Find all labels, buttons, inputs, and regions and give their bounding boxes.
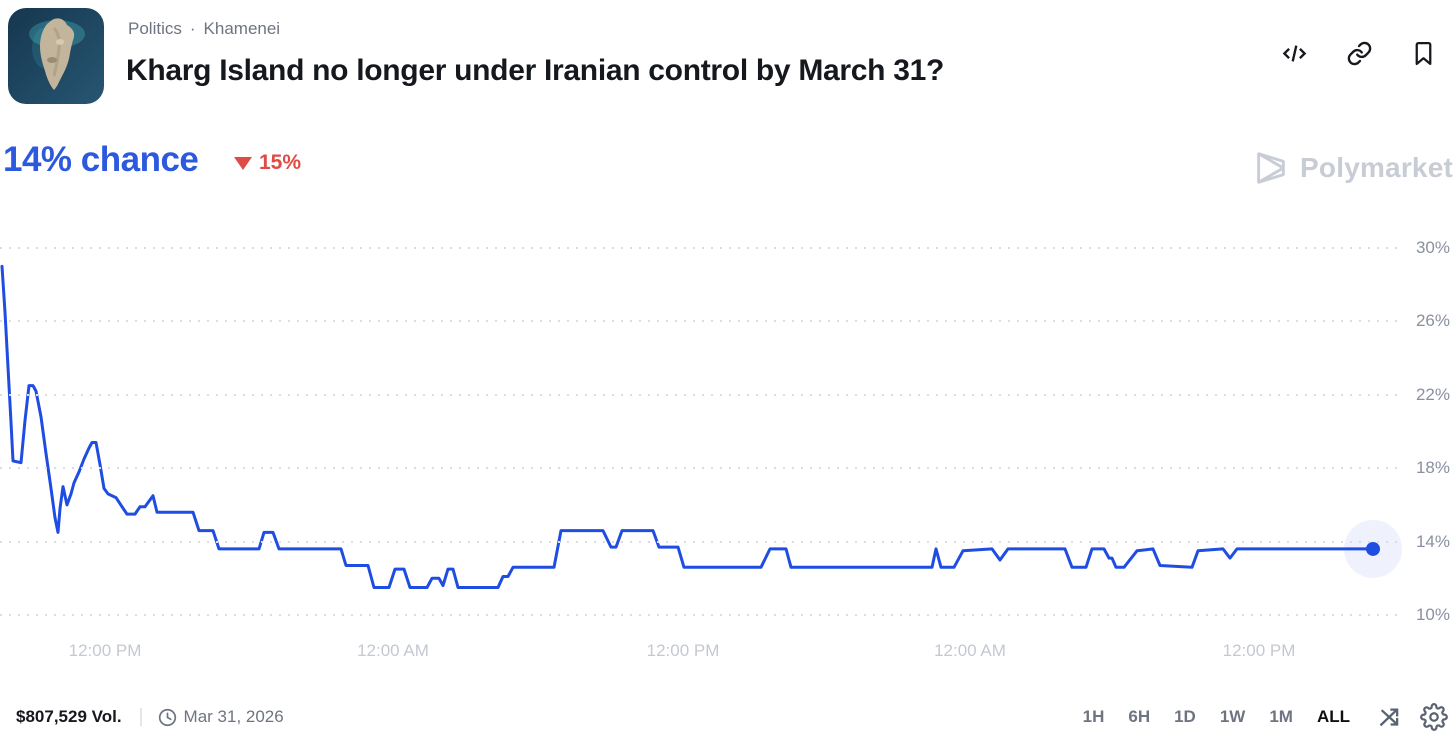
chart-controls: 1H 6H 1D 1W 1M ALL [1083,700,1448,734]
expand-chart-button[interactable] [1376,704,1403,731]
polymarket-watermark: Polymarket [1252,149,1453,187]
settings-button[interactable] [1420,703,1448,731]
y-axis-label: 18% [1415,458,1450,478]
x-axis-label: 12:00 PM [68,641,142,660]
x-axis-label: 12:00 PM [646,641,720,660]
y-axis-label: 30% [1415,238,1450,257]
copy-link-icon [1347,41,1372,66]
y-axis-label: 22% [1415,384,1450,404]
bookmark-button[interactable] [1411,40,1436,67]
gridline [0,540,1397,543]
polymarket-wordmark: Polymarket [1300,152,1453,183]
gridline [0,393,1397,396]
copy-link-button[interactable] [1346,40,1373,67]
polymarket-logo-icon [1257,152,1285,184]
divider [139,708,142,726]
bookmark-icon [1415,41,1432,66]
timeframe-selector: 1H 6H 1D 1W 1M ALL [1083,707,1350,727]
price-line [0,264,1375,589]
gridline [0,320,1397,323]
breadcrumb-tag[interactable]: Khamenei [203,19,281,38]
x-axis-label: 12:00 AM [357,641,429,660]
timeframe-1w[interactable]: 1W [1219,707,1246,726]
breadcrumb: Politics · Khamenei [128,19,280,39]
island-satellite-image [8,8,104,104]
breadcrumb-separator: · [189,19,196,38]
gridline [0,247,1397,249]
latest-point-dot [1366,541,1380,556]
gridline [0,467,1397,470]
clock-icon [158,708,176,726]
settings-gear-icon [1420,703,1448,731]
chart-tools [1376,703,1448,731]
price-change: 15% [234,151,301,175]
market-thumbnail-kharg-island [8,8,104,104]
volume-value: $807,529 Vol. [16,707,122,726]
header-actions [1281,40,1436,67]
breadcrumb-category[interactable]: Politics [128,19,182,38]
timeframe-1h[interactable]: 1H [1082,707,1105,726]
y-axis-label: 26% [1415,311,1450,331]
expand-arrows-icon [1379,708,1399,726]
end-date: Mar 31, 2026 [183,707,284,726]
timeframe-1d[interactable]: 1D [1174,707,1196,726]
y-axis-label: 10% [1415,605,1450,624]
timeframe-all[interactable]: ALL [1316,707,1350,726]
latest-point-halo [1344,519,1402,578]
change-percent: 15% [259,151,302,174]
gridline [0,614,1397,616]
market-stats: $807,529 Vol. Mar 31, 2026 [16,700,284,734]
embed-code-icon [1282,45,1307,62]
timeframe-6h[interactable]: 6H [1128,707,1151,726]
x-axis-label: 12:00 AM [934,641,1006,660]
triangle-down-icon [234,156,252,170]
page-title: Kharg Island no longer under Iranian con… [126,54,945,87]
y-axis-label: 14% [1415,531,1450,551]
timeframe-1m[interactable]: 1M [1269,707,1293,726]
chance-value: 14% chance [3,140,199,179]
x-axis-label: 12:00 PM [1222,641,1296,660]
embed-code-button[interactable] [1281,40,1308,67]
